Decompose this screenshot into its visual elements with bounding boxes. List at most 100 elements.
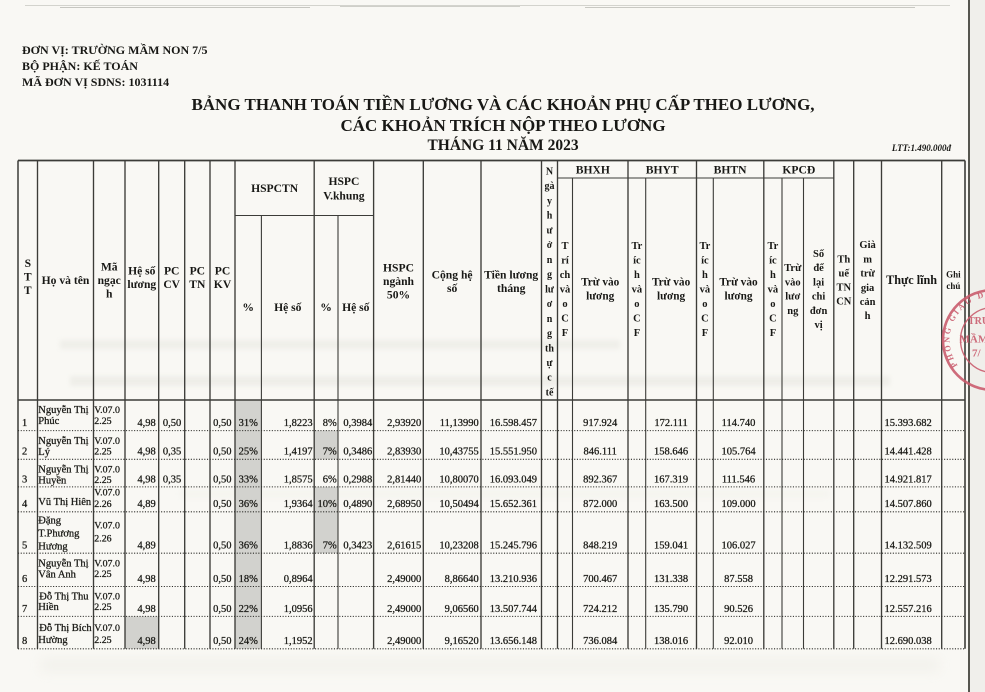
svg-text:lương: lương [724,291,752,303]
svg-text:V.07.0: V.07.0 [94,436,120,447]
svg-text:2,49000: 2,49000 [387,636,421,647]
svg-text:rí: rí [561,256,570,267]
svg-text:C: C [561,314,569,325]
svg-text:0,3423: 0,3423 [343,541,372,552]
svg-text:T: T [24,271,32,284]
svg-text:lư: lư [545,284,555,295]
svg-text:0,3486: 0,3486 [343,447,372,458]
svg-text:C: C [769,314,777,325]
svg-text:MẦM: MẦM [960,333,985,346]
svg-text:90.526: 90.526 [724,604,753,615]
svg-text:5: 5 [22,541,27,552]
svg-text:16.093.049: 16.093.049 [490,474,537,485]
svg-text:V.khung: V.khung [323,190,365,203]
svg-text:0,2988: 0,2988 [343,474,372,485]
svg-text:chi: chi [812,292,826,303]
svg-text:0,50: 0,50 [163,418,181,429]
svg-text:PC: PC [215,265,230,278]
svg-text:Tiền lương: Tiền lương [484,269,538,282]
svg-text:BHYT: BHYT [646,164,679,177]
svg-text:2,81440: 2,81440 [387,474,421,485]
svg-text:0,50: 0,50 [213,541,231,552]
svg-text:Tr: Tr [699,241,710,252]
svg-text:gà: gà [545,181,555,192]
svg-text:để: để [813,263,824,274]
svg-text:0,8964: 0,8964 [284,574,314,585]
svg-text:Hệ số: Hệ số [128,265,156,278]
svg-text:chú: chú [946,281,960,291]
svg-text:trừ: trừ [860,269,875,280]
svg-text:TN: TN [837,283,852,294]
svg-text:Huyền: Huyền [38,476,67,487]
svg-text:135.790: 135.790 [654,604,688,615]
svg-text:131.338: 131.338 [654,574,688,585]
svg-text:T.Phương: T.Phương [38,528,80,539]
svg-text:9,06560: 9,06560 [445,604,479,615]
svg-text:ng: ng [787,306,799,317]
svg-text:vào: vào [785,277,801,288]
svg-text:33%: 33% [239,474,259,485]
svg-text:HSPC: HSPC [383,262,414,275]
svg-text:c: c [547,373,552,384]
svg-text:12.291.573: 12.291.573 [884,574,931,585]
svg-text:tế: tế [546,388,554,399]
svg-text:4,98: 4,98 [137,447,155,458]
svg-text:g: g [547,329,552,340]
svg-text:159.041: 159.041 [654,541,688,552]
svg-text:7%: 7% [323,447,337,458]
svg-text:36%: 36% [239,499,259,510]
svg-text:và: và [700,285,711,296]
svg-text:V.07.0: V.07.0 [94,592,120,603]
svg-text:KPCĐ: KPCĐ [782,164,815,177]
svg-text:V.07.0: V.07.0 [94,465,120,476]
svg-text:917.924: 917.924 [583,418,618,429]
svg-text:25%: 25% [239,447,259,458]
svg-text:th: th [545,343,554,354]
svg-text:22%: 22% [239,604,259,615]
svg-text:PC: PC [190,265,205,278]
svg-text:CV: CV [163,278,180,291]
svg-text:2.25: 2.25 [94,569,111,580]
svg-text:10,80070: 10,80070 [439,474,478,485]
svg-text:1,8575: 1,8575 [284,474,313,485]
svg-text:1,8223: 1,8223 [284,418,313,429]
svg-text:2.25: 2.25 [94,416,111,427]
svg-text:106.027: 106.027 [721,541,755,552]
svg-text:111.546: 111.546 [722,474,755,485]
svg-text:6%: 6% [323,474,337,485]
svg-text:Hệ số: Hệ số [342,301,370,314]
svg-text:848.219: 848.219 [583,541,617,552]
svg-text:m: m [863,254,872,265]
svg-text:Nguyễn Thị: Nguyễn Thị [38,465,88,476]
svg-text:ơ: ơ [547,299,553,310]
svg-text:y: y [547,196,552,207]
svg-text:0,4890: 0,4890 [343,499,372,510]
svg-text:2,49000: 2,49000 [387,574,421,585]
svg-text:tháng: tháng [497,282,526,295]
svg-text:Thực lĩnh: Thực lĩnh [886,273,937,287]
svg-text:1: 1 [22,418,27,429]
svg-text:4,98: 4,98 [137,418,155,429]
svg-text:14.921.817: 14.921.817 [884,474,931,485]
svg-text:F: F [770,328,776,339]
svg-text:o: o [770,299,775,310]
svg-text:8%: 8% [323,418,337,429]
svg-text:V.07.0: V.07.0 [94,520,120,531]
svg-text:íc: íc [701,256,709,267]
svg-text:4,89: 4,89 [137,499,155,510]
svg-text:724.212: 724.212 [583,604,617,615]
svg-text:4,89: 4,89 [137,541,155,552]
svg-text:15.245.796: 15.245.796 [490,541,537,552]
svg-text:cản: cản [860,297,876,308]
svg-text:87.558: 87.558 [724,574,753,585]
svg-text:Họ và tên: Họ và tên [42,274,90,287]
svg-text:đơn: đơn [810,306,828,317]
svg-text:Vũ Thị Hiên: Vũ Thị Hiên [38,497,92,508]
svg-text:CN: CN [836,297,852,308]
svg-text:10%: 10% [317,499,337,510]
svg-text:TRƯỜ: TRƯỜ [968,315,985,327]
svg-text:2.26: 2.26 [94,533,111,544]
svg-text:V.07.0: V.07.0 [94,558,120,569]
svg-text:ch: ch [560,270,571,281]
svg-text:1,9364: 1,9364 [284,499,314,510]
